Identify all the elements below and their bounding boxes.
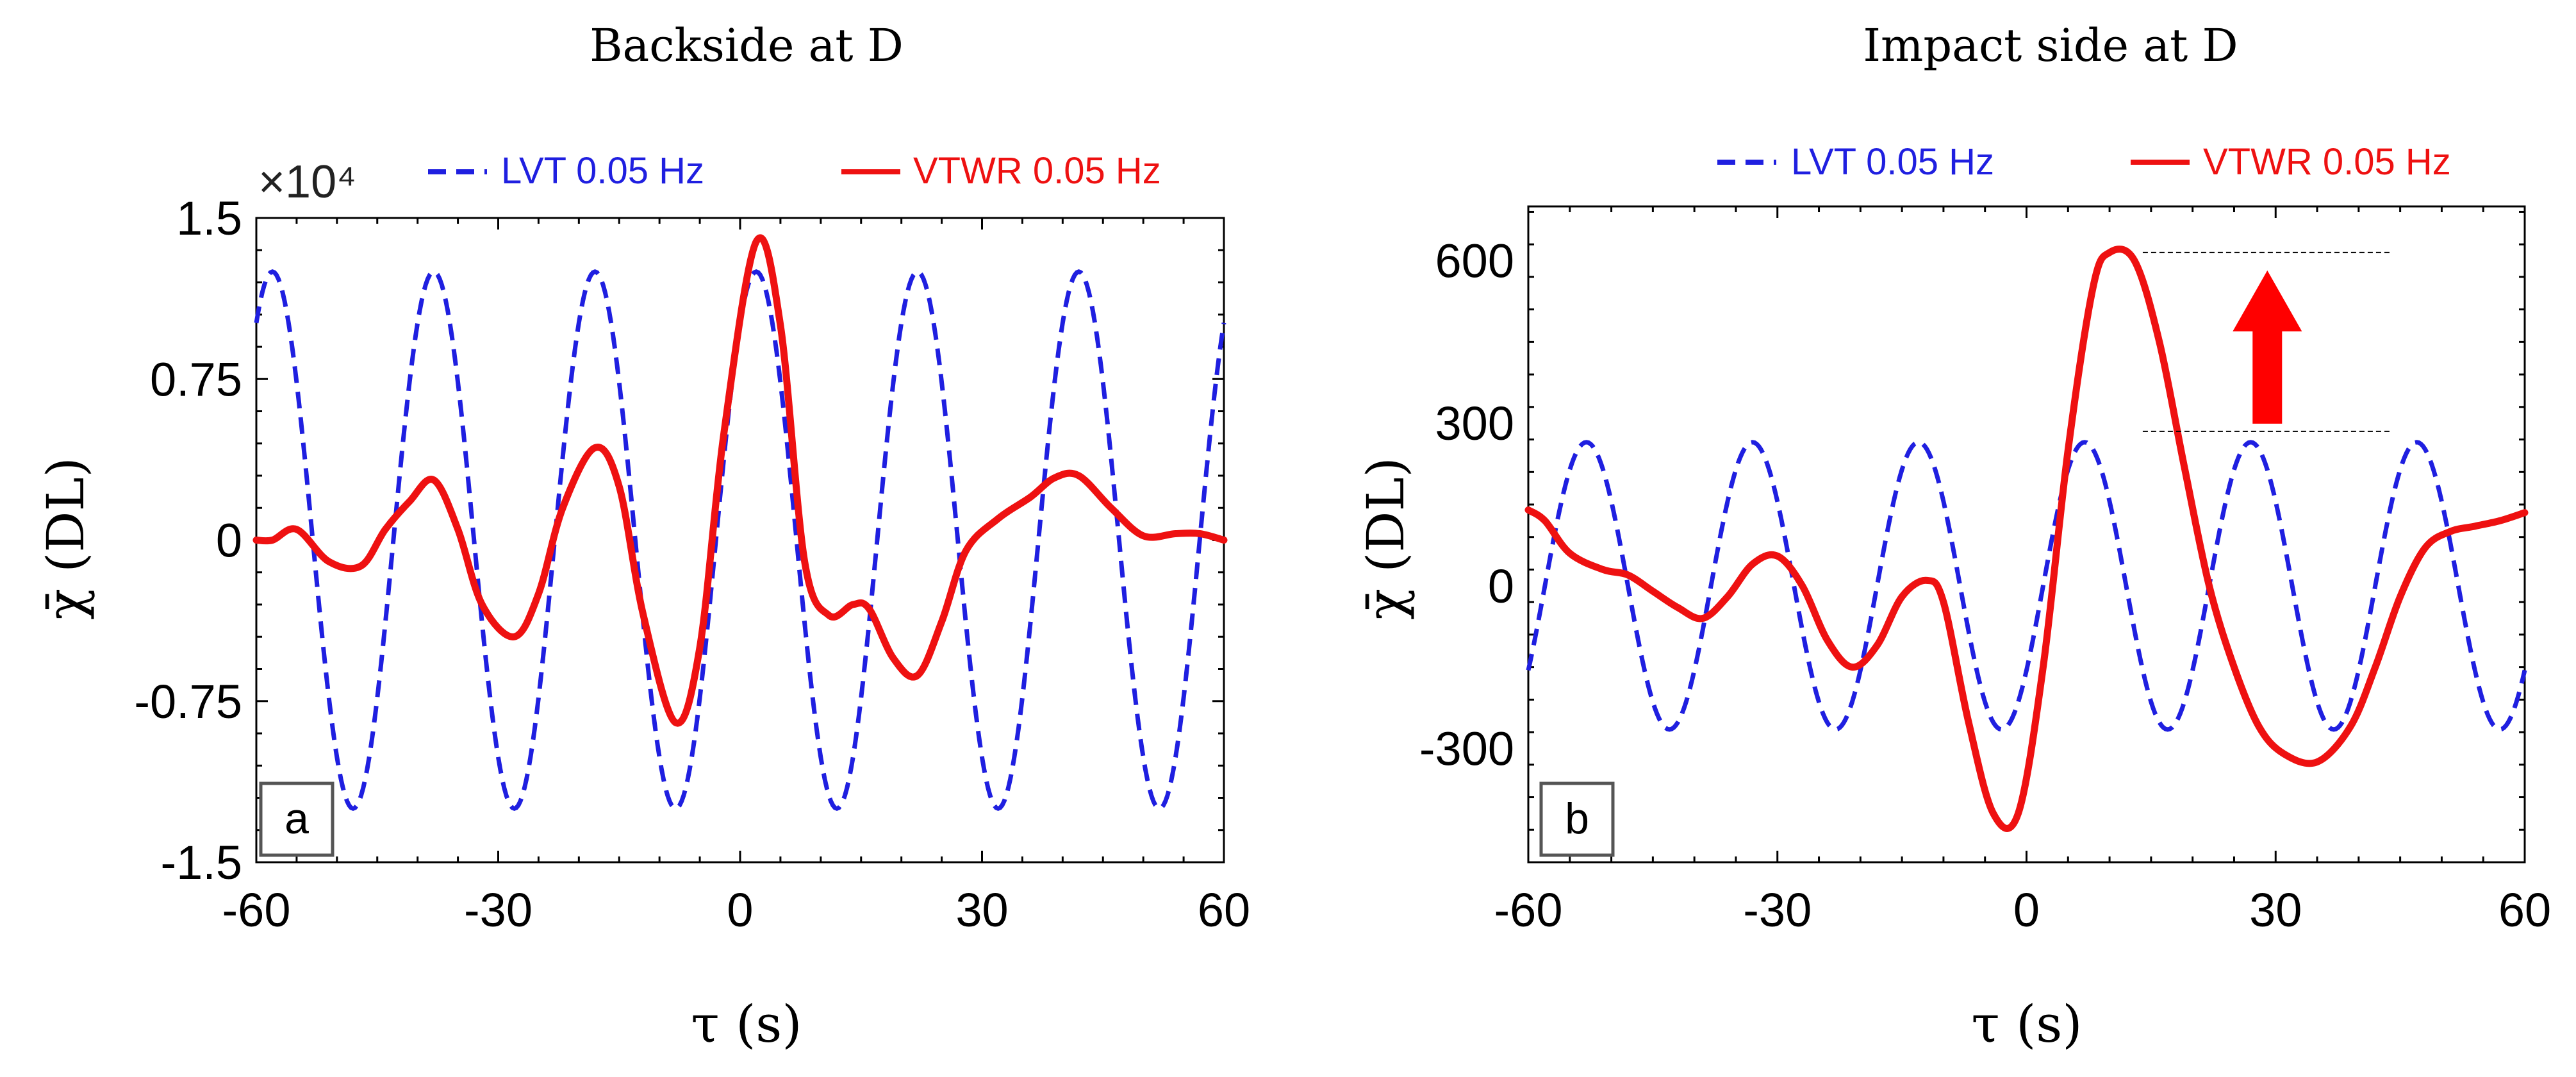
panel-b-legend: LVT 0.05 Hz VTWR 0.05 Hz xyxy=(1717,141,2451,183)
panel-a-plot-area: -60 -30 0 30 60 -1.5 -0.75 0 0.75 1.5 xyxy=(134,192,1250,937)
panel-b-xtick-label: -60 xyxy=(1494,883,1563,937)
panel-b-letter: b xyxy=(1565,794,1589,843)
panel-a-xtick-labels: -60 -30 0 30 60 xyxy=(222,883,1251,937)
panel-a-letter: a xyxy=(285,794,309,843)
panel-b-ytick-label: 600 xyxy=(1435,235,1514,288)
panel-a-xtick-label: -60 xyxy=(222,883,291,937)
panel-a-legend-label-lvt: LVT 0.05 Hz xyxy=(501,150,704,192)
panel-b-ytick-labels: -300 0 300 600 xyxy=(1419,235,1514,776)
panel-a-exponent-label: ×10⁴ xyxy=(258,156,356,208)
panel-b-xtick-labels: -60 -30 0 30 60 xyxy=(1494,883,2552,937)
panel-b-xtick-label: 0 xyxy=(2013,883,2040,937)
panel-b-xlabel: τ (s) xyxy=(1971,994,2082,1054)
panel-a-xtick-label: 60 xyxy=(1198,883,1250,937)
panel-b-ytick-label: 300 xyxy=(1435,397,1514,450)
panel-b-ytick-label: 0 xyxy=(1488,560,1514,613)
panel-a-xlabel: τ (s) xyxy=(691,994,802,1054)
panel-b-vtwr-line xyxy=(1524,246,2529,832)
panel-b-ytick-label: -300 xyxy=(1419,722,1514,775)
panel-b-ylabel: χ̄ (DL) xyxy=(1356,457,1416,620)
panel-b-lvt-line xyxy=(1526,440,2527,732)
panel-a-xtick-label: 0 xyxy=(727,883,753,937)
panel-a-letter-box: a xyxy=(259,781,334,857)
panel-a-xtick-label: -30 xyxy=(464,883,533,937)
panel-a-ytick-label: 0.75 xyxy=(150,353,242,406)
panel-a-legend-label-vtwr: VTWR 0.05 Hz xyxy=(913,150,1161,192)
panel-a-ytick-label: -0.75 xyxy=(134,675,242,728)
panel-b: Impact side at D LVT 0.05 Hz VTWR 0.05 H… xyxy=(1356,19,2551,1054)
panel-b-legend-label-lvt: LVT 0.05 Hz xyxy=(1791,141,1994,183)
panel-a-xtick-label: 30 xyxy=(955,883,1008,937)
up-arrow-icon xyxy=(2233,270,2302,424)
panel-b-xtick-label: 60 xyxy=(2498,883,2551,937)
panel-a-title: Backside at D xyxy=(590,19,904,72)
panel-a-ytick-labels: -1.5 -0.75 0 0.75 1.5 xyxy=(134,192,242,889)
panel-b-annotation xyxy=(2142,251,2392,432)
panel-a-ytick-label: -1.5 xyxy=(160,836,242,889)
panel-a-series-vtwr xyxy=(252,234,1228,727)
panel-a-ylabel: χ̄ (DL) xyxy=(36,457,95,620)
panel-b-ticks xyxy=(1527,206,2526,864)
panel-b-xtick-label: -30 xyxy=(1743,883,1812,937)
panel-a: Backside at D ×10⁴ LVT 0.05 Hz VTWR 0.05… xyxy=(36,19,1250,1054)
panel-a-series-lvt xyxy=(254,269,1226,812)
panel-a-vtwr-line xyxy=(252,234,1228,727)
panel-a-legend: ×10⁴ LVT 0.05 Hz VTWR 0.05 Hz xyxy=(258,150,1161,208)
panel-b-series-vtwr xyxy=(1524,246,2529,832)
panel-a-lvt-line xyxy=(254,269,1226,812)
panel-a-ytick-label: 0 xyxy=(216,514,242,567)
panel-b-letter-box: b xyxy=(1539,781,1615,857)
panel-b-legend-label-vtwr: VTWR 0.05 Hz xyxy=(2203,141,2451,183)
panel-b-title: Impact side at D xyxy=(1863,19,2238,72)
panel-b-series-lvt xyxy=(1526,440,2527,732)
panel-b-xtick-label: 30 xyxy=(2249,883,2302,937)
panel-a-ytick-label: 1.5 xyxy=(176,192,242,245)
